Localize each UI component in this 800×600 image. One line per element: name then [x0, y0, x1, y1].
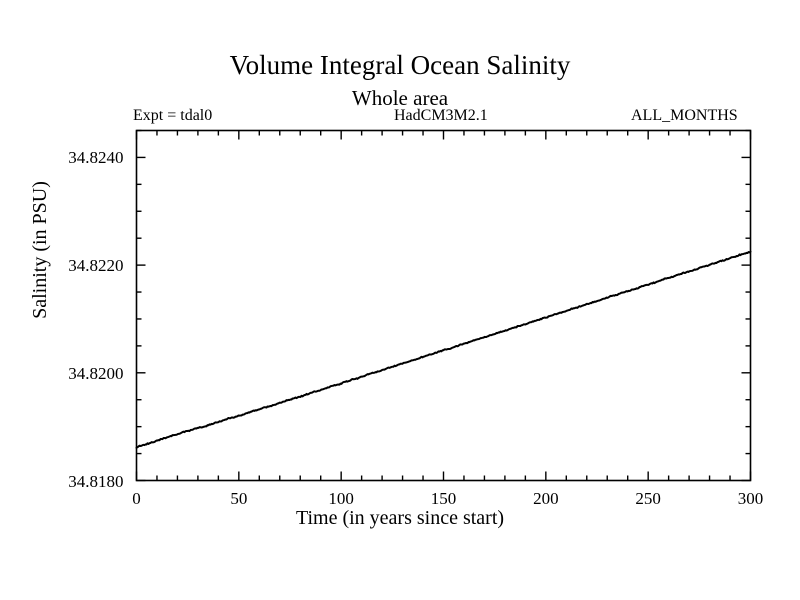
x-tick-label: 150 — [430, 488, 457, 508]
y-tick-label: 34.8180 — [68, 471, 124, 491]
y-tick-label: 34.8240 — [68, 148, 124, 168]
x-tick-label: 0 — [132, 488, 141, 508]
x-tick-label: 250 — [635, 488, 661, 508]
axis-ticks — [135, 129, 752, 482]
y-tick-label: 34.8220 — [68, 256, 124, 276]
annotation-experiment: Expt = tdal0 — [133, 107, 213, 124]
annotation-model: HadCM3M2.1 — [394, 107, 488, 124]
data-line-0 — [135, 250, 752, 449]
annotation-months: ALL_MONTHS — [631, 107, 738, 124]
y-tick-label: 34.8200 — [68, 363, 124, 383]
x-tick-label: 50 — [230, 488, 248, 508]
x-tick-label: 200 — [533, 488, 559, 508]
x-tick-label: 100 — [328, 488, 354, 508]
chart-subtitle: Whole area — [351, 86, 449, 110]
chart-title: Volume Integral Ocean Salinity — [229, 50, 571, 80]
data-series-group — [135, 250, 752, 449]
x-axis-title: Time (in years since start) — [295, 507, 505, 529]
axes-frame — [135, 129, 752, 482]
x-tick-label: 300 — [737, 488, 764, 508]
